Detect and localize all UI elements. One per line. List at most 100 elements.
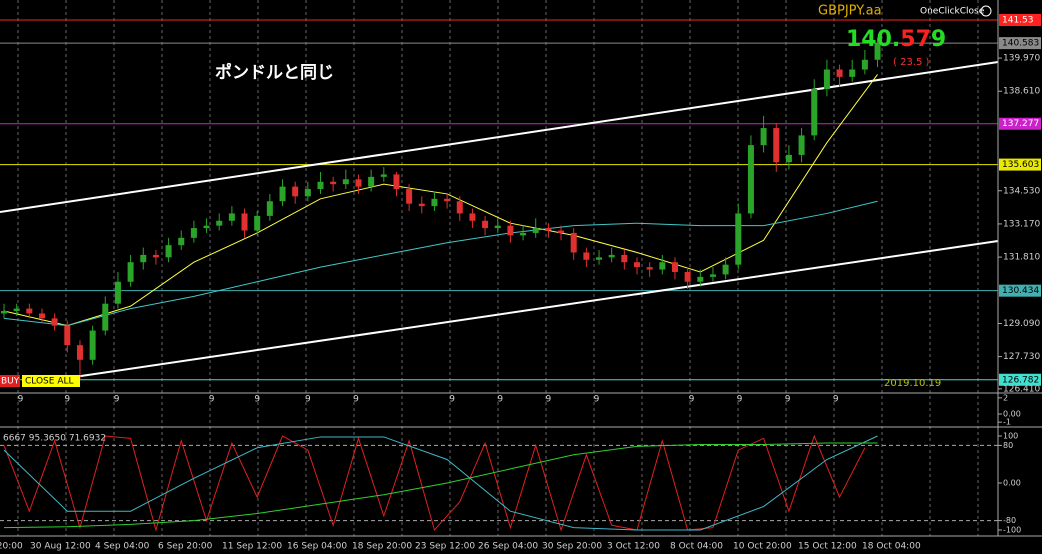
y-tick-label: 0.00: [1003, 410, 1021, 419]
buy-label[interactable]: BUY: [1, 377, 20, 387]
candle-body: [861, 59, 868, 70]
candle-body: [330, 181, 337, 185]
candle-body: [342, 179, 349, 185]
y-tick-label: 100: [1003, 432, 1018, 441]
symbol: GBPJPY.aa: [818, 4, 882, 19]
candle-body: [494, 225, 501, 229]
candle-body: [709, 274, 716, 277]
price-part: 9: [931, 27, 946, 52]
candle-body: [798, 135, 805, 155]
y-tick-label: 0.00: [1003, 479, 1021, 488]
candle-body: [76, 345, 83, 360]
candle-body: [13, 308, 20, 312]
candle-body: [228, 213, 235, 221]
marker-label: 9: [305, 395, 311, 405]
candle-body: [520, 232, 527, 236]
y-tick-label: 138.610: [1003, 87, 1040, 97]
marker-label: 9: [254, 395, 260, 405]
candle-body: [190, 228, 197, 238]
candle-body: [646, 267, 653, 270]
candle-body: [760, 128, 767, 146]
marker-label: 9: [785, 395, 791, 405]
x-tick-label: 30 Sep 20:00: [542, 542, 602, 552]
trendline: [74, 240, 999, 378]
y-tick-label: 139.970: [1003, 54, 1040, 64]
oscillator-line: [3, 434, 866, 532]
x-tick-label: 8 Oct 04:00: [670, 542, 723, 552]
candle-body: [735, 213, 742, 265]
candle-body: [279, 186, 286, 202]
candle-body: [216, 220, 223, 226]
marker-label: 9: [594, 395, 600, 405]
marker-label: 9: [18, 395, 24, 405]
marker-label: 9: [209, 395, 215, 405]
close-all-button[interactable]: [22, 375, 80, 387]
candle-body: [507, 225, 514, 236]
marker-label: 9: [546, 395, 552, 405]
level-label: 137.277: [1002, 119, 1039, 129]
candle-body: [634, 262, 640, 268]
level-label-box: [999, 37, 1041, 50]
y-tick-label: 129.090: [1003, 319, 1040, 329]
marker-label: 9: [114, 395, 120, 405]
x-tick-label: 3 Oct 12:00: [607, 542, 660, 552]
marker-label: 9: [737, 395, 743, 405]
x-tick-label: 20 Aug 20:00: [0, 542, 23, 552]
candle-body: [444, 198, 451, 202]
candle-body: [545, 228, 552, 231]
y-tick-label: 133.170: [1003, 219, 1040, 229]
level-label-box: [999, 284, 1041, 297]
candle-body: [26, 308, 33, 314]
candle-body: [722, 264, 729, 275]
candle-body: [418, 203, 425, 207]
candle-body: [203, 225, 210, 229]
x-tick-label: 11 Sep 12:00: [222, 542, 282, 552]
candle-body: [393, 174, 400, 190]
x-tick-label: 16 Sep 04:00: [287, 542, 347, 552]
candle-body: [659, 262, 666, 270]
candle-body: [51, 318, 58, 326]
buy-button[interactable]: [0, 375, 20, 387]
y-tick-label: 2: [1003, 393, 1008, 402]
y-tick-label: -80: [1003, 516, 1016, 525]
candle-body: [431, 198, 438, 207]
candle-body: [849, 69, 856, 77]
level-label: 130.434: [1002, 286, 1039, 296]
candle-body: [89, 330, 96, 360]
y-tick-label: 134.530: [1003, 186, 1040, 196]
candle-body: [1, 311, 7, 314]
candle-body: [304, 189, 311, 197]
x-tick-label: 18 Oct 04:00: [862, 542, 921, 552]
date: 2019.10.19: [884, 378, 941, 389]
marker-label: 9: [449, 395, 455, 405]
x-tick-label: 6 Sep 20:00: [158, 542, 213, 552]
trendline: [0, 60, 999, 213]
indicator-label: 6667 95.3650 71.6932: [3, 434, 106, 444]
candle-body: [596, 257, 603, 260]
plot: [0, 19, 999, 532]
level-label-box: [999, 158, 1041, 171]
level-label-box: [999, 117, 1041, 130]
price-part: 57: [900, 27, 931, 52]
candle-body: [621, 254, 628, 263]
one-click-close[interactable]: OneClickClose: [920, 7, 985, 17]
candle-body: [785, 154, 792, 163]
level-label: 141.53: [1002, 16, 1034, 26]
candle-body: [317, 181, 324, 190]
candle-body: [482, 220, 489, 229]
y-tick-label: -1: [1003, 418, 1011, 427]
x-tick-label: 23 Sep 12:00: [415, 542, 475, 552]
marker-label: 9: [497, 395, 503, 405]
spread: ( 23.5 ): [893, 57, 930, 68]
close-all-label[interactable]: CLOSE ALL: [25, 377, 74, 387]
level-label: 140.583: [1002, 39, 1039, 49]
y-tick-label: 131.810: [1003, 253, 1040, 263]
candle-body: [241, 213, 248, 231]
candle-body: [152, 254, 159, 258]
x-tick-label: 4 Sep 04:00: [95, 542, 150, 552]
candle-body: [456, 201, 463, 214]
y-tick-label: -100: [1003, 526, 1021, 535]
candle-body: [608, 254, 615, 258]
level-label-box: [999, 14, 1041, 27]
